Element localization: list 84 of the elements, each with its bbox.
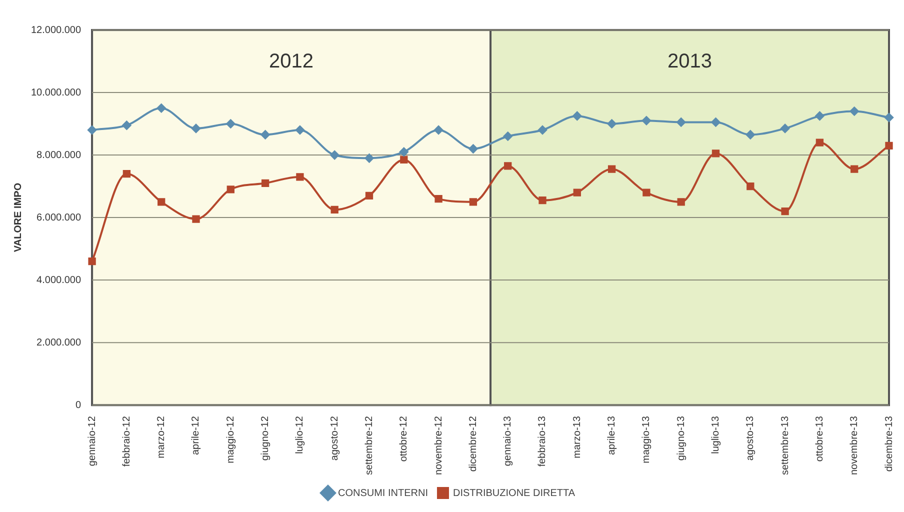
x-tick-label: maggio-13	[641, 416, 652, 464]
point	[192, 215, 200, 223]
x-tick-label: dicembre-13	[884, 416, 895, 472]
x-tick-label: gennaio-13	[502, 416, 514, 466]
y-axis-title: VALORE IMPO	[12, 182, 24, 252]
point	[884, 113, 894, 122]
point	[642, 188, 650, 196]
x-tick-label: maggio-12	[225, 416, 236, 464]
point	[400, 156, 408, 164]
point	[330, 150, 340, 160]
point	[538, 126, 547, 135]
x-tick-label: febbraio-13	[537, 416, 548, 467]
point	[156, 104, 166, 113]
band-label: 2012	[269, 50, 314, 73]
x-tick-label: giugno-13	[676, 416, 687, 461]
legend-label: DISTRIBUZIONE DIRETTA	[452, 488, 576, 499]
point	[88, 257, 96, 266]
point	[816, 138, 824, 146]
x-tick-label: ottobre-12	[398, 416, 410, 462]
x-tick-label: settembre-12	[364, 416, 375, 475]
point	[122, 170, 131, 178]
x-tick-label: luglio-12	[294, 416, 306, 454]
point	[642, 116, 651, 126]
legend-label: CONSUMI INTERNI	[338, 488, 428, 499]
x-tick-label: aprile-13	[606, 416, 618, 455]
y-tick-label: 4.000.000	[36, 274, 82, 286]
x-tick-label: gennaio-12	[86, 416, 98, 466]
point	[364, 154, 374, 163]
y-tick-label: 12.000.000	[30, 24, 82, 36]
point	[677, 198, 685, 206]
point	[850, 165, 858, 173]
x-tick-label: marzo-13	[572, 416, 583, 458]
band-label: 2013	[668, 50, 712, 73]
point	[399, 147, 408, 156]
point	[295, 126, 304, 135]
x-tick-label: giugno-12	[260, 416, 272, 461]
point	[226, 119, 236, 128]
point	[711, 118, 720, 127]
y-tick-label: 2.000.000	[36, 337, 82, 348]
x-tick-label: febbraio-12	[121, 416, 132, 467]
y-tick-label: 10.000.000	[30, 87, 82, 98]
point	[434, 126, 444, 135]
point	[885, 142, 893, 150]
point	[88, 126, 97, 135]
point	[296, 173, 304, 181]
point	[468, 144, 478, 154]
point	[572, 111, 582, 120]
x-tick-label: luglio-13	[710, 416, 722, 454]
point	[780, 124, 790, 133]
point	[365, 192, 374, 200]
x-tick-label: aprile-12	[190, 416, 202, 455]
point	[573, 188, 581, 196]
x-tick-label: agosto-12	[329, 416, 340, 461]
point	[261, 179, 270, 187]
x-tick-label: marzo-12	[156, 416, 168, 458]
point	[192, 124, 200, 133]
point	[607, 119, 616, 128]
x-tick-label: novembre-12	[433, 416, 444, 475]
point	[122, 120, 132, 130]
point	[746, 130, 755, 140]
point	[538, 196, 546, 204]
point	[712, 150, 720, 158]
point	[469, 198, 478, 206]
x-tick-label: agosto-13	[745, 416, 756, 461]
y-tick-label: 6.000.000	[36, 212, 82, 224]
point	[676, 118, 686, 127]
point	[434, 194, 442, 203]
point	[746, 182, 754, 190]
point	[226, 186, 234, 194]
x-tick-label: ottobre-13	[814, 416, 826, 462]
x-tick-label: dicembre-12	[468, 416, 479, 472]
point	[260, 130, 270, 140]
y-tick-label: 8.000.000	[36, 150, 82, 161]
x-tick-label: novembre-13	[849, 416, 860, 475]
point	[504, 162, 512, 170]
point	[781, 207, 789, 216]
point	[330, 206, 338, 214]
point	[815, 111, 824, 120]
point	[608, 165, 616, 173]
x-tick-label: settembre-13	[780, 416, 791, 475]
y-tick-label: 0	[75, 400, 82, 411]
point	[503, 132, 512, 141]
point	[850, 106, 859, 116]
point	[158, 198, 166, 206]
